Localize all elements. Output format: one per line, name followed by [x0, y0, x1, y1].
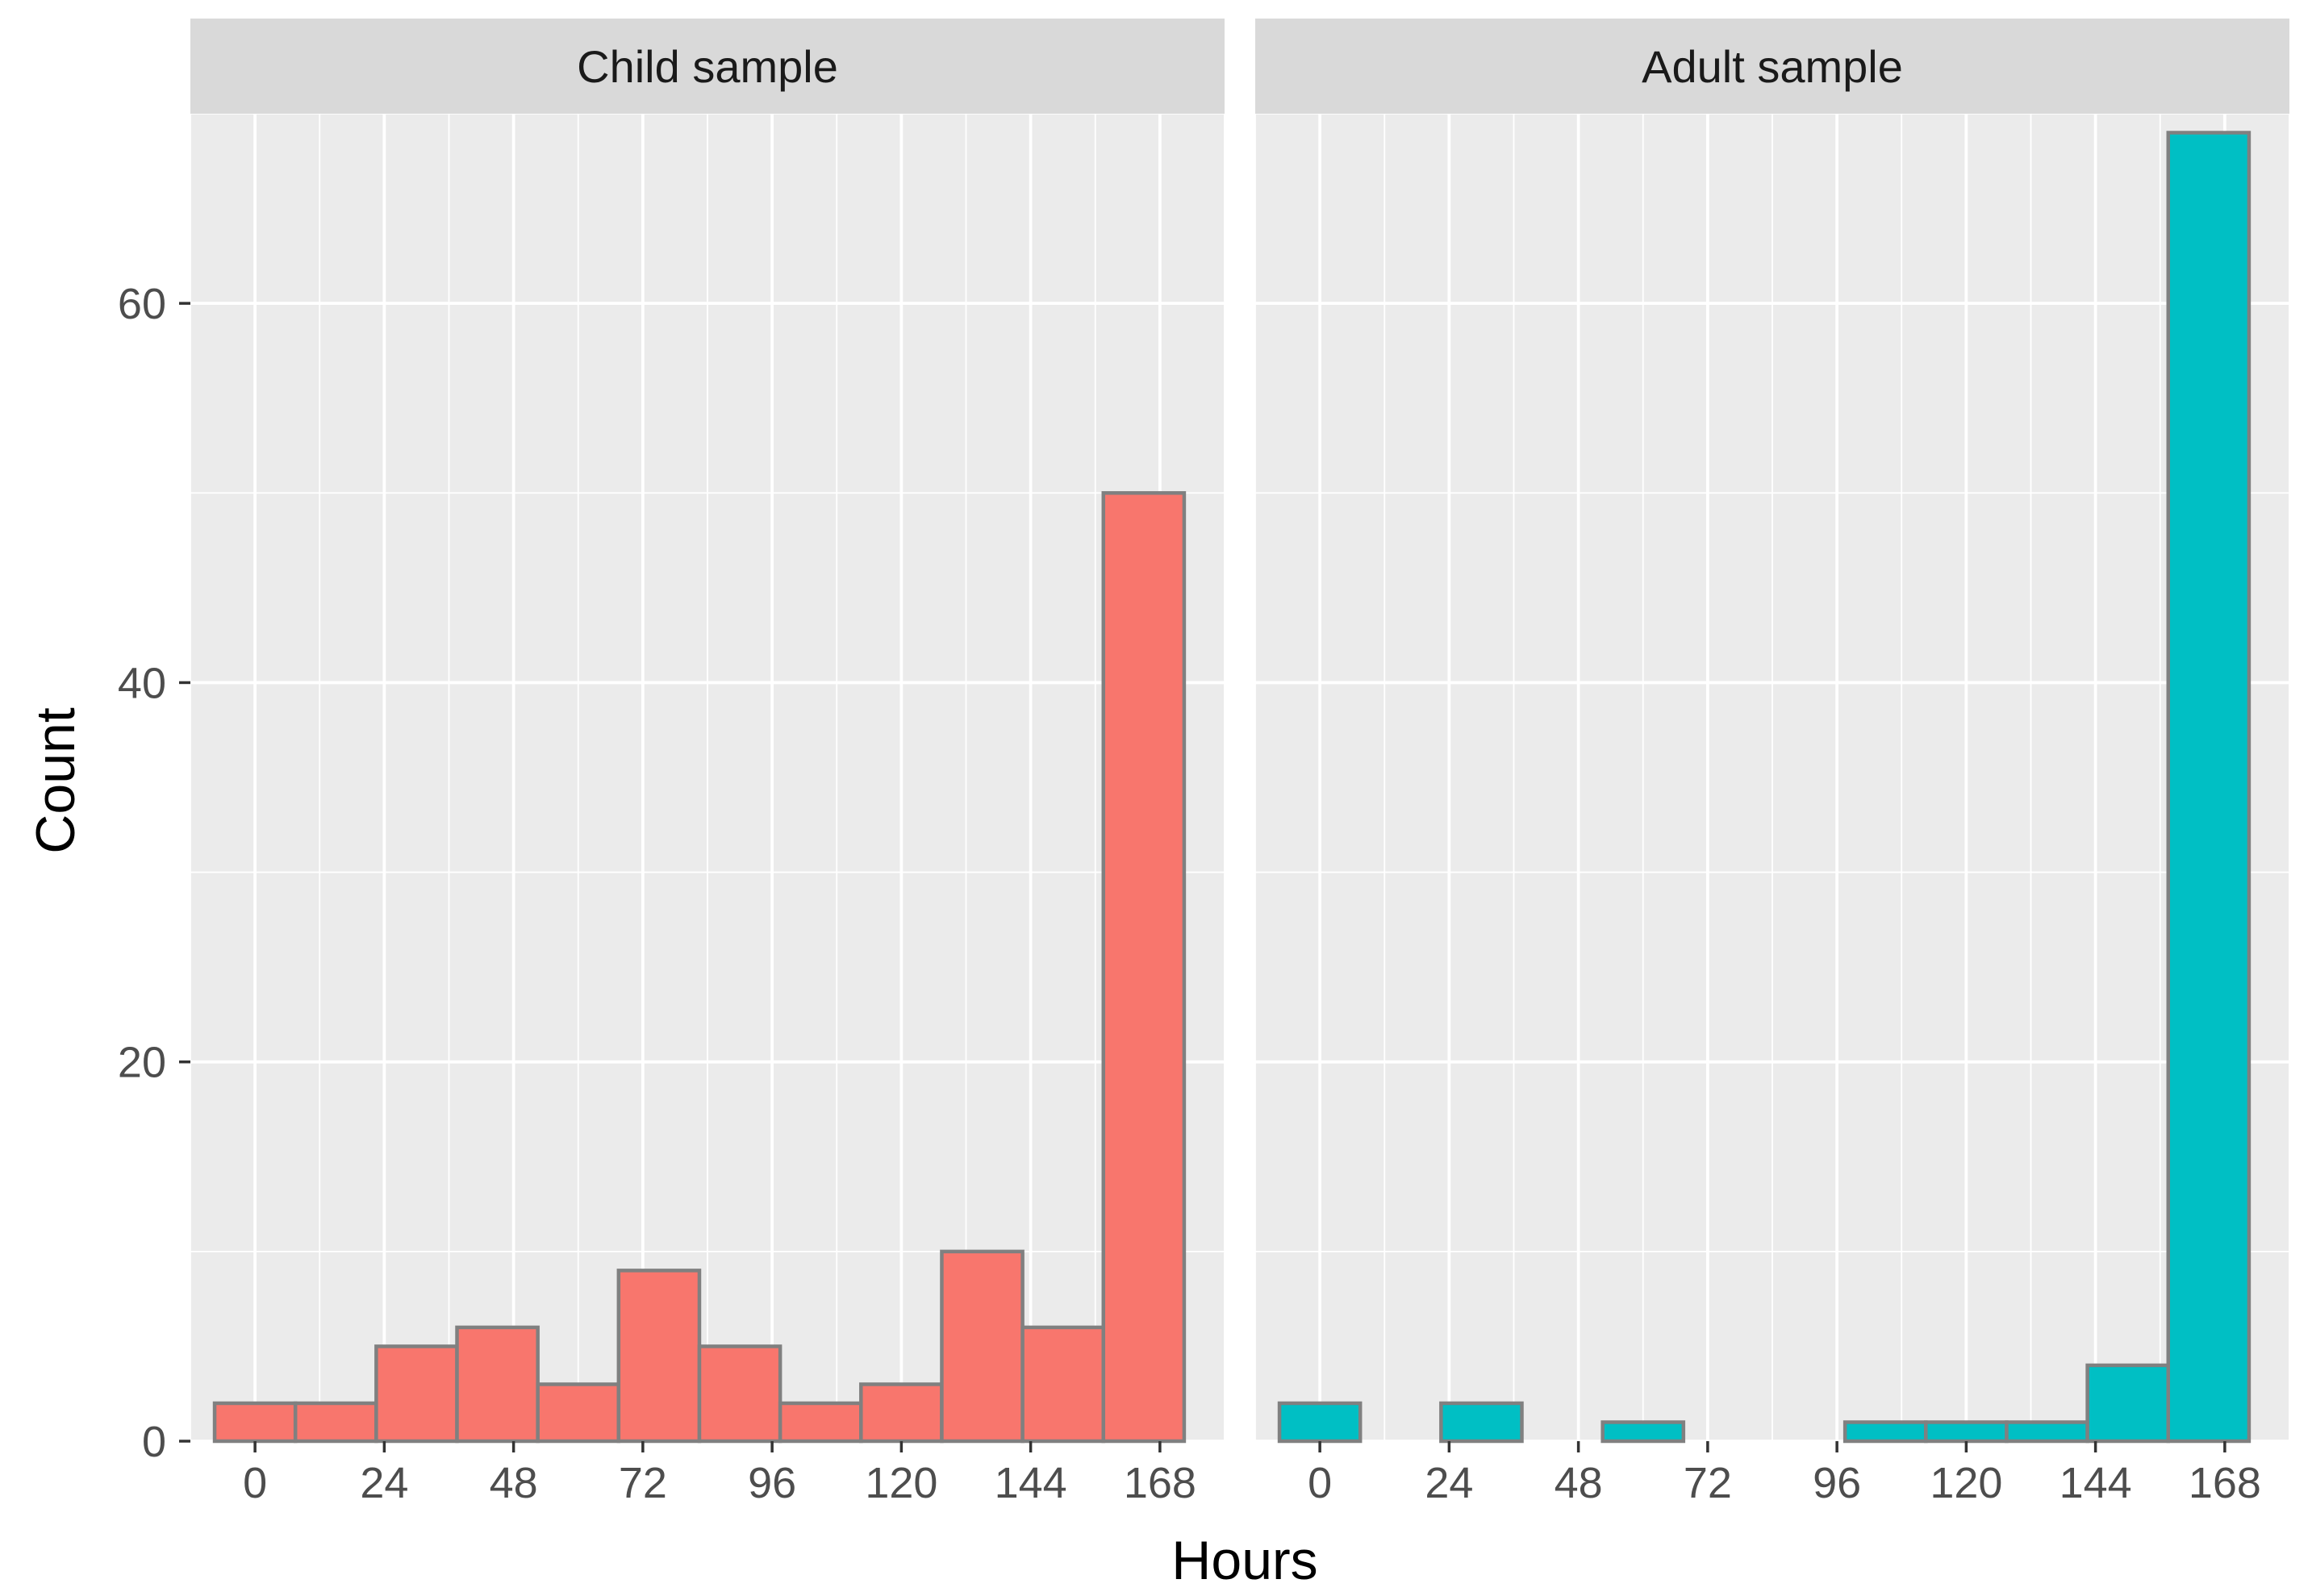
- facet-strip: [190, 19, 1225, 114]
- histogram-bar: [859, 1382, 944, 1444]
- y-axis-title: Count: [25, 707, 86, 854]
- y-tick-label: 0: [142, 1418, 166, 1466]
- x-tick-label: 24: [1425, 1459, 1473, 1507]
- x-tick-label: 0: [243, 1459, 267, 1507]
- x-tick-label: 72: [619, 1459, 667, 1507]
- histogram-bar: [1843, 1420, 1928, 1444]
- y-tick-label: 40: [118, 659, 166, 707]
- x-tick-label: 24: [360, 1459, 408, 1507]
- histogram-bar: [1277, 1401, 1363, 1444]
- x-tick-label: 72: [1684, 1459, 1732, 1507]
- histogram-bar: [455, 1325, 540, 1444]
- x-tick-label: 96: [748, 1459, 796, 1507]
- x-tick-label: 144: [995, 1459, 1067, 1507]
- histogram-bar: [616, 1269, 702, 1444]
- histogram-bar: [940, 1249, 1025, 1444]
- facet-strip-label: Child sample: [577, 41, 838, 92]
- facet-panel-0: Child sample 0 24 48 72 96 120 144 168 0 20 40 60: [118, 19, 1225, 1507]
- x-tick-label: 0: [1308, 1459, 1332, 1507]
- histogram-bar: [697, 1344, 782, 1444]
- x-axis-title: Hours: [1171, 1530, 1317, 1591]
- histogram-bar: [212, 1401, 298, 1444]
- facet-strip-label: Adult sample: [1642, 41, 1903, 92]
- histogram-bar: [293, 1401, 378, 1444]
- x-tick-label: 48: [490, 1459, 538, 1507]
- x-tick-label: 48: [1555, 1459, 1603, 1507]
- histogram-bar: [2166, 131, 2251, 1444]
- x-tick-label: 168: [1124, 1459, 1196, 1507]
- x-tick-label: 168: [2189, 1459, 2261, 1507]
- y-tick-label: 60: [118, 280, 166, 328]
- x-tick-label: 120: [865, 1459, 937, 1507]
- histogram-bar: [1924, 1420, 2009, 1444]
- facet-strip: [1255, 19, 2289, 114]
- histogram-bar: [1439, 1401, 1524, 1444]
- x-tick-label: 96: [1813, 1459, 1861, 1507]
- histogram-bar: [778, 1401, 863, 1444]
- x-tick-label: 120: [1930, 1459, 2002, 1507]
- histogram-bar: [1020, 1325, 1106, 1444]
- x-tick-label: 144: [2060, 1459, 2132, 1507]
- histogram-bar: [374, 1344, 459, 1444]
- histogram-bar: [1101, 491, 1187, 1444]
- histogram-bar: [536, 1382, 621, 1444]
- facet-panel-1: Adult sample 0 24 48 72 96 120 144 168: [1254, 19, 2290, 1507]
- histogram-bar: [1600, 1420, 1686, 1444]
- y-tick-label: 20: [118, 1039, 166, 1087]
- histogram-bar: [2085, 1363, 2171, 1444]
- histogram-bar: [2005, 1420, 2089, 1444]
